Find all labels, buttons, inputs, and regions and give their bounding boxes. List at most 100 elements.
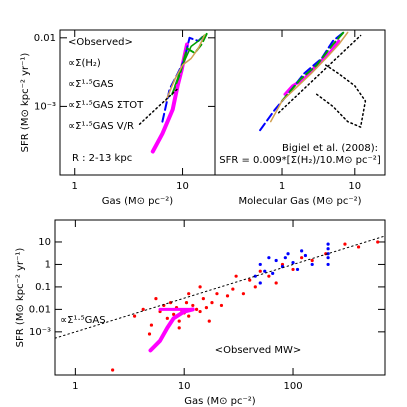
series-line — [283, 39, 341, 96]
data-point — [248, 278, 252, 282]
data-point — [147, 332, 152, 336]
series-line — [315, 64, 367, 128]
data-point — [191, 303, 195, 308]
data-point — [154, 297, 158, 301]
series-line — [277, 34, 362, 114]
series-line — [148, 307, 195, 353]
data-point — [207, 319, 211, 323]
data-point — [326, 247, 330, 251]
data-point — [271, 271, 275, 275]
x-axis-label: Gas (M⊙ pc⁻²) — [102, 196, 173, 207]
data-point — [149, 323, 154, 327]
series-line — [281, 31, 345, 102]
series-line — [54, 235, 386, 339]
data-point — [210, 301, 214, 305]
plot-frame — [54, 219, 386, 376]
data-point — [310, 258, 314, 263]
series-line — [174, 34, 206, 87]
annotation: <Observed MW> — [215, 345, 302, 356]
series-line — [150, 42, 189, 154]
data-point — [231, 287, 235, 291]
x-axis-label: Gas (M⊙ pc⁻²) — [184, 396, 255, 407]
data-point — [326, 252, 330, 256]
data-point — [198, 285, 202, 289]
data-point — [215, 292, 219, 296]
annotation: R : 2-13 kpc — [72, 153, 132, 164]
data-point — [258, 269, 262, 273]
data-point — [291, 261, 295, 265]
data-point — [172, 312, 176, 316]
data-point — [326, 262, 330, 267]
data-point — [253, 285, 257, 289]
x-tick-label: 10 — [348, 181, 361, 192]
data-point — [376, 240, 380, 244]
y-axis-label: SFR (M⊙ kpc⁻² yr⁻¹) — [20, 53, 31, 153]
data-point — [198, 309, 202, 314]
data-point — [253, 274, 257, 278]
legend-entry: ∝Σ¹·⁵GAS — [68, 79, 114, 90]
y-tick-label: 1 — [45, 259, 51, 270]
data-point — [267, 256, 271, 260]
x-tick-label: 1 — [72, 381, 78, 392]
data-point — [194, 307, 199, 311]
data-point — [187, 292, 191, 296]
data-point — [274, 258, 278, 263]
data-point — [356, 245, 361, 249]
data-point — [258, 262, 262, 267]
annotation: ∝Σ¹·⁵GAS — [60, 315, 106, 326]
data-point — [225, 294, 230, 298]
annotation: SFR = 0.009*[Σ(H₂)/10.M⊙ pc⁻²] — [219, 155, 381, 166]
y-tick-label: 0.01 — [34, 33, 56, 44]
series-line — [259, 31, 345, 132]
data-point — [177, 319, 181, 323]
data-point — [283, 256, 287, 260]
data-point — [274, 281, 278, 285]
data-point — [300, 256, 304, 260]
y-tick-label: 10⁻³ — [29, 327, 51, 338]
data-point — [219, 303, 224, 308]
data-point — [310, 262, 314, 267]
x-tick-label: 100 — [283, 381, 302, 392]
data-point — [291, 267, 295, 272]
y-tick-label: 0.1 — [35, 282, 51, 293]
legend-entry: <Observed> — [68, 37, 133, 48]
data-point — [326, 242, 330, 246]
data-point — [258, 281, 262, 285]
legend-entry: ∝Σ(H₂) — [68, 58, 101, 69]
y-axis-label: SFR (M⊙ kpc⁻² yr⁻¹) — [15, 248, 26, 348]
x-tick-label: 1 — [72, 181, 78, 192]
x-axis-label: Molecular Gas (M⊙ pc⁻²) — [238, 196, 361, 207]
data-point — [184, 301, 189, 305]
x-tick-label: 10 — [176, 181, 189, 192]
data-point — [168, 301, 173, 305]
x-tick-label: 1 — [279, 181, 285, 192]
data-point — [343, 242, 347, 246]
annotation: Bigiel et al. (2008): — [282, 143, 378, 154]
series-line — [269, 31, 349, 123]
y-tick-label: 10 — [38, 237, 51, 248]
series-line — [165, 34, 206, 102]
data-point — [267, 274, 271, 278]
legend-entry: ∝Σ¹·⁵GAS V/R — [68, 121, 134, 132]
data-point — [165, 316, 169, 320]
data-point — [241, 292, 246, 296]
data-point — [263, 269, 267, 273]
data-point — [177, 326, 181, 330]
series-line — [138, 88, 179, 125]
legend-entry: ∝Σ¹·⁵GAS ΣTOT — [68, 100, 144, 111]
data-point — [295, 267, 300, 272]
plot-frame — [214, 29, 386, 176]
data-point — [234, 274, 238, 278]
y-tick-label: 10⁻³ — [34, 101, 56, 112]
data-point — [132, 314, 137, 318]
data-point — [300, 249, 304, 253]
data-point — [187, 314, 191, 318]
y-tick-label: 0.01 — [29, 304, 51, 315]
data-point — [286, 252, 290, 256]
x-tick-label: 10 — [178, 381, 191, 392]
data-point — [204, 305, 209, 310]
data-point — [326, 256, 330, 260]
data-point — [111, 368, 115, 372]
data-point — [303, 253, 308, 258]
